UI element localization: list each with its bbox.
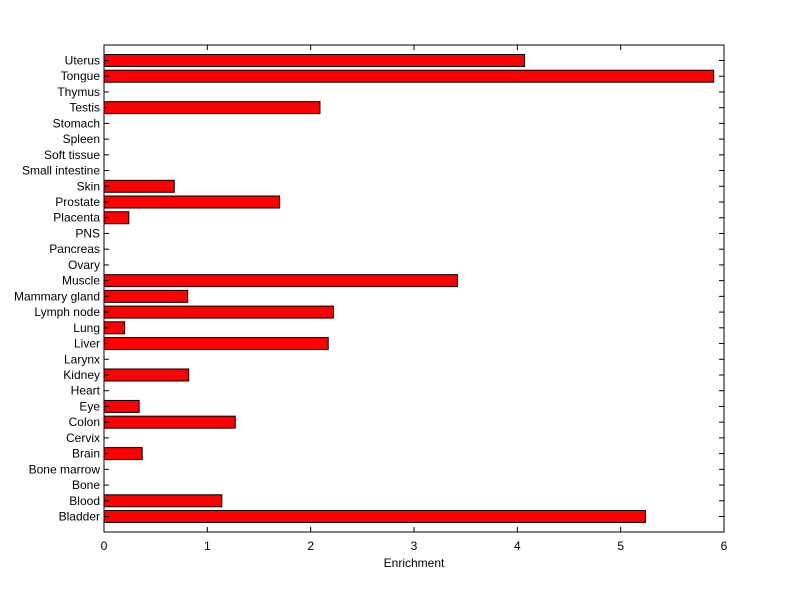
- y-tick-label: Testis: [69, 101, 100, 115]
- plot-area: [103, 44, 725, 533]
- bar-muscle: [103, 274, 458, 288]
- y-tick-label: Lymph node: [34, 305, 100, 319]
- bar-bladder: [103, 510, 646, 523]
- bar-mammary-gland: [103, 289, 189, 303]
- y-tick-label: Liver: [74, 337, 100, 351]
- y-tick-label: Tongue: [61, 69, 101, 83]
- bar-blood: [103, 494, 223, 508]
- y-tick-label: Stomach: [53, 116, 100, 130]
- bar-colon: [103, 415, 236, 429]
- y-tick-label: Brain: [72, 447, 100, 461]
- x-tick-label: 6: [721, 539, 728, 553]
- bar-skin: [103, 179, 175, 193]
- x-tick-label: 4: [514, 539, 521, 553]
- y-tick-label: Muscle: [62, 274, 100, 288]
- x-tick-label: 5: [617, 539, 624, 553]
- y-tick-label: Mammary gland: [14, 289, 100, 303]
- bar-liver: [103, 337, 329, 351]
- x-axis-label: Enrichment: [384, 556, 445, 570]
- y-tick-label: Bone: [72, 478, 100, 492]
- y-tick-label: Bladder: [59, 510, 100, 524]
- y-tick-label: Eye: [79, 399, 100, 413]
- bar-brain: [103, 447, 143, 461]
- y-tick-label: Lung: [73, 321, 100, 335]
- bar-uterus: [103, 54, 526, 67]
- bar-lymph-node: [103, 305, 334, 319]
- x-tick-label: 2: [307, 539, 314, 553]
- y-tick-label: Colon: [69, 415, 100, 429]
- bar-kidney: [103, 368, 190, 382]
- y-tick-label: Cervix: [66, 431, 100, 445]
- x-tick-label: 3: [411, 539, 418, 553]
- y-tick-label: Pancreas: [49, 242, 100, 256]
- y-tick-label: Ovary: [68, 258, 100, 272]
- y-tick-label: Placenta: [53, 211, 100, 225]
- y-tick-label: Uterus: [65, 54, 100, 68]
- y-tick-label: Thymus: [57, 85, 100, 99]
- y-tick-label: Prostate: [55, 195, 100, 209]
- y-tick-label: Small intestine: [22, 164, 100, 178]
- y-tick-label: Larynx: [64, 352, 100, 366]
- x-tick-label: 0: [101, 539, 108, 553]
- y-tick-label: Kidney: [63, 368, 100, 382]
- y-tick-label: Heart: [71, 384, 101, 398]
- bar-testis: [103, 101, 321, 115]
- y-tick-label: PNS: [75, 226, 100, 240]
- x-ticks-group: 0 1 2 3 4 5 6: [101, 45, 728, 553]
- bar-prostate: [103, 195, 281, 209]
- y-tick-label: Blood: [69, 494, 100, 508]
- y-tick-label: Bone marrow: [29, 462, 101, 476]
- bar-eye: [103, 399, 140, 413]
- x-tick-label: 1: [204, 539, 211, 553]
- y-tick-label: Skin: [77, 179, 100, 193]
- bar-tongue: [103, 69, 715, 83]
- y-tick-label: Spleen: [63, 132, 100, 146]
- y-tick-label: Soft tissue: [44, 148, 100, 162]
